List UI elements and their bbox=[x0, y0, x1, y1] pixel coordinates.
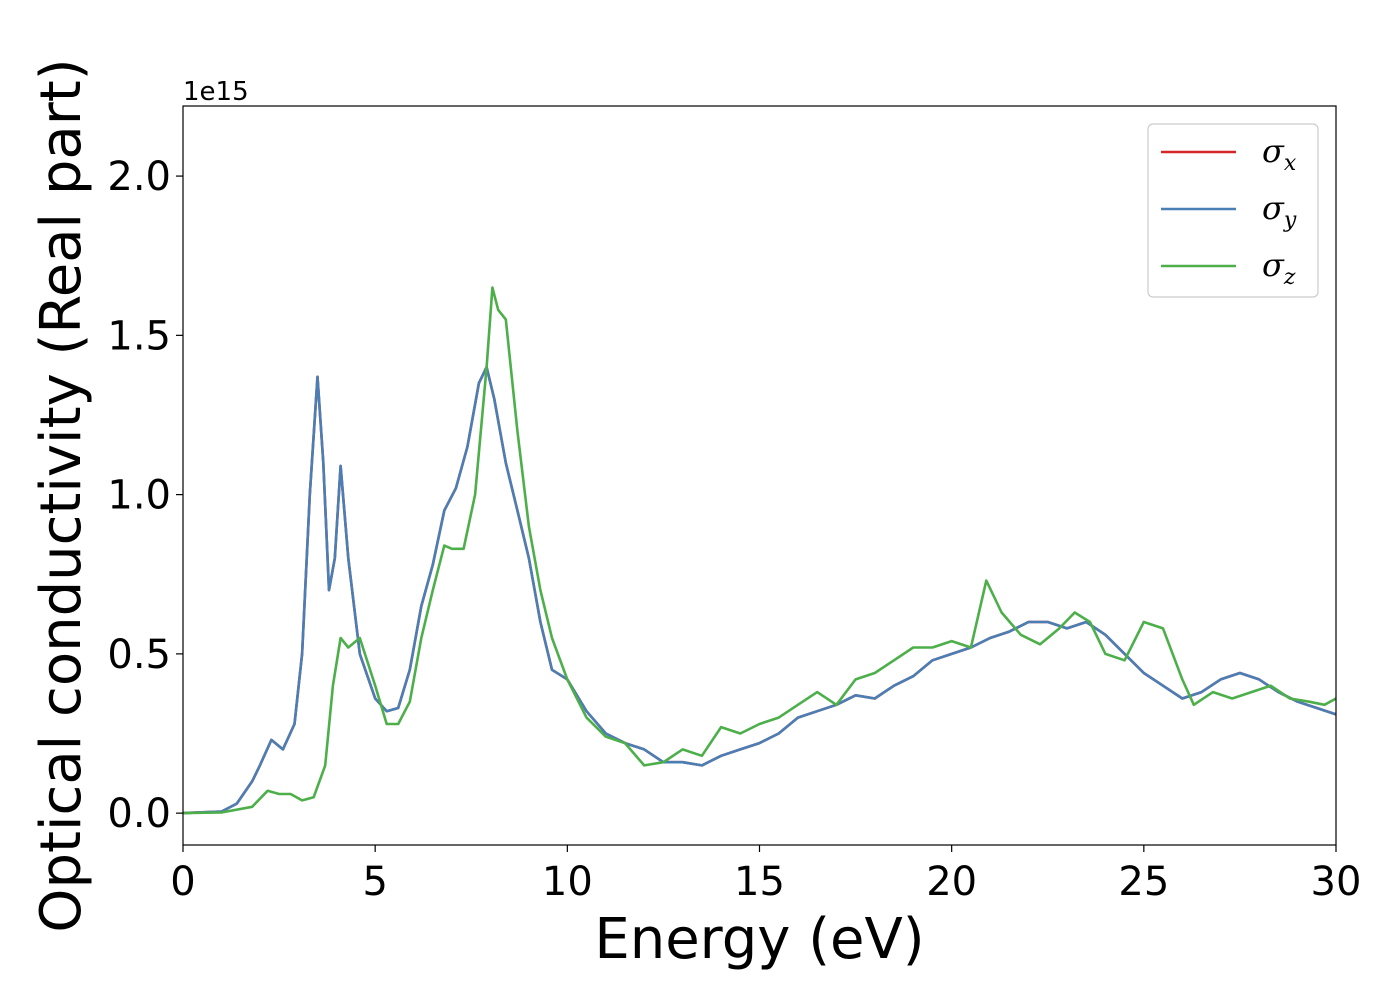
y-tick-label: 1.5 bbox=[107, 313, 171, 359]
y-tick-label: 2.0 bbox=[107, 154, 171, 200]
y-tick-label: 0.0 bbox=[107, 791, 171, 837]
x-tick-label: 25 bbox=[1118, 859, 1169, 905]
legend-entry-label: σz bbox=[1262, 246, 1296, 290]
series-line-1 bbox=[183, 365, 1336, 815]
x-tick-label: 10 bbox=[542, 859, 593, 905]
y-tick-label: 0.5 bbox=[107, 632, 171, 678]
y-axis-label: Optical conductivity (Real part) bbox=[29, 58, 94, 932]
x-tick-label: 20 bbox=[926, 859, 977, 905]
x-axis: 0 5 10 15 20 25 30 bbox=[170, 845, 1361, 905]
x-tick-label: 30 bbox=[1311, 859, 1362, 905]
legend-entry-label: σx bbox=[1262, 132, 1297, 176]
series-line-0 bbox=[183, 365, 1336, 815]
y-offset-label: 1e15 bbox=[183, 77, 249, 107]
y-tick-label: 1.0 bbox=[107, 473, 171, 519]
series-line-2 bbox=[183, 286, 1336, 815]
legend-entry-label: σy bbox=[1262, 189, 1297, 233]
series-layer bbox=[183, 286, 1336, 815]
y-axis: 0.0 0.5 1.0 1.5 2.0 bbox=[107, 154, 183, 837]
legend-box bbox=[1147, 123, 1319, 298]
legend: σx σy σz bbox=[1147, 123, 1319, 298]
x-axis-label: Energy (eV) bbox=[594, 907, 924, 972]
x-tick-label: 5 bbox=[362, 859, 387, 905]
x-tick-label: 0 bbox=[170, 859, 195, 905]
x-tick-label: 15 bbox=[734, 859, 785, 905]
